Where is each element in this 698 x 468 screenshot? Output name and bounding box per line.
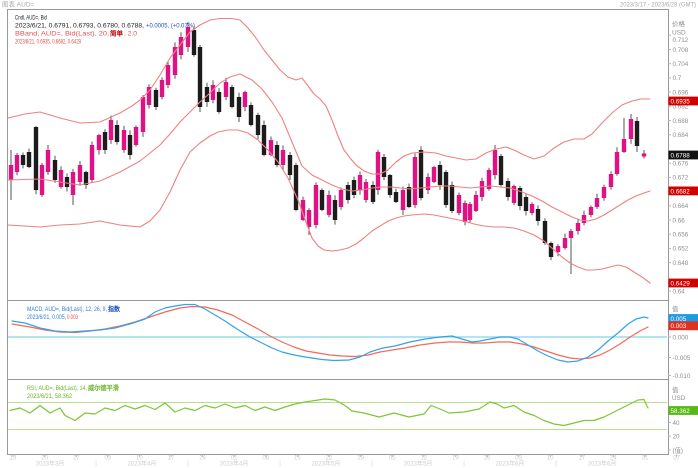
svg-text:08: 08 [262, 456, 269, 462]
svg-text:0.708: 0.708 [673, 47, 689, 54]
svg-text:RSI, AUD=, Bid(Last), 14,: RSI, AUD=, Bid(Last), 14, [27, 385, 87, 392]
svg-text:0.64: 0.64 [673, 288, 686, 295]
svg-text:0.676: 0.676 [673, 161, 689, 168]
svg-text:值: 值 [672, 385, 679, 394]
svg-text:0.003: 0.003 [67, 314, 78, 321]
svg-text:USD: USD [672, 395, 686, 402]
svg-text:-0.010: -0.010 [673, 373, 691, 380]
svg-text:17: 17 [578, 456, 585, 462]
svg-text:|: | [555, 461, 557, 467]
svg-text:(值): (值) [673, 445, 684, 454]
svg-text:2023年6月: 2023年6月 [496, 460, 525, 468]
svg-text:0.672: 0.672 [673, 175, 689, 182]
svg-text:13: 13 [10, 456, 17, 462]
svg-text:20: 20 [673, 434, 681, 441]
svg-text:Cndl, AUD=, Bid: Cndl, AUD=, Bid [15, 15, 47, 22]
svg-text:31: 31 [642, 456, 649, 462]
svg-text:2023年5月: 2023年5月 [404, 460, 433, 468]
svg-text:05: 05 [389, 456, 396, 462]
svg-text:12: 12 [420, 456, 427, 462]
svg-text:0.6682: 0.6682 [671, 188, 691, 195]
svg-text:2023/6/21, 0.005,: 2023/6/21, 0.005, [27, 314, 66, 321]
svg-text:15: 15 [294, 456, 301, 462]
svg-text:2023/3/17 - 2023/6/28 (GMT): 2023/3/17 - 2023/6/28 (GMT) [620, 2, 696, 9]
svg-text:2023年6月: 2023年6月 [588, 460, 617, 468]
svg-text:0.6935: 0.6935 [671, 98, 691, 105]
svg-text:|: | [463, 461, 465, 467]
svg-text:0.7: 0.7 [673, 75, 682, 82]
svg-text:MACD, AUD=, Bid(Last), 12, 26,: MACD, AUD=, Bid(Last), 12, 26, 9, [27, 306, 107, 313]
svg-text:0.66: 0.66 [673, 217, 686, 224]
svg-text:0.712: 0.712 [673, 37, 689, 44]
svg-text:40: 40 [673, 420, 681, 427]
svg-text:0.005: 0.005 [671, 316, 687, 323]
svg-text:2023年4月: 2023年4月 [128, 460, 157, 468]
svg-text:威尔德平滑: 威尔德平滑 [88, 383, 119, 392]
svg-text:0.003: 0.003 [671, 323, 687, 330]
svg-text:2023年4月: 2023年4月 [220, 460, 249, 468]
svg-text:0.6429: 0.6429 [671, 280, 691, 287]
svg-text:0.652: 0.652 [673, 246, 689, 253]
svg-text:07: 07 [673, 456, 680, 462]
svg-text:0.688: 0.688 [673, 118, 689, 125]
svg-text:价格: 价格 [672, 19, 686, 28]
svg-text:2023年5月: 2023年5月 [312, 460, 341, 468]
svg-text:|: | [95, 461, 97, 467]
svg-text:2023/6/21, 58.362: 2023/6/21, 58.362 [27, 393, 72, 400]
svg-text:0.664: 0.664 [673, 203, 689, 210]
svg-text:, 2.0: , 2.0 [124, 31, 137, 38]
svg-text:|: | [371, 461, 373, 467]
svg-text:0.000: 0.000 [673, 334, 689, 341]
svg-text:17: 17 [168, 456, 175, 462]
svg-text:24: 24 [199, 456, 206, 462]
svg-text:简单: 简单 [110, 29, 124, 38]
svg-text:2023/6/21, 0.6935, 0.6682, 0.6: 2023/6/21, 0.6935, 0.6682, 0.6429 [15, 39, 81, 46]
svg-text:10: 10 [547, 456, 554, 462]
svg-text:0.6788: 0.6788 [671, 152, 691, 159]
svg-text:10: 10 [136, 456, 143, 462]
svg-text:|: | [187, 461, 189, 467]
svg-text:值: 值 [672, 304, 679, 313]
svg-text:20: 20 [41, 456, 48, 462]
svg-text:USD: USD [672, 30, 686, 37]
svg-text:图表 AUD=: 图表 AUD= [2, 0, 35, 9]
svg-text:0.696: 0.696 [673, 89, 689, 96]
svg-text:29: 29 [357, 456, 364, 462]
svg-text:19: 19 [452, 456, 459, 462]
svg-text:0.648: 0.648 [673, 260, 689, 267]
svg-text:22: 22 [326, 456, 333, 462]
svg-text:0.692: 0.692 [673, 104, 689, 111]
svg-text:2023/6/21, 0.6791, 0.6793, 0.6: 2023/6/21, 0.6791, 0.6793, 0.6780, 0.678… [15, 23, 144, 30]
svg-text:2023年3月: 2023年3月 [36, 460, 65, 468]
svg-text:03: 03 [104, 456, 111, 462]
svg-text:BBand, AUD=, Bid(Last), 20,: BBand, AUD=, Bid(Last), 20, [15, 31, 109, 38]
svg-text:0.704: 0.704 [673, 61, 689, 68]
svg-text:0.684: 0.684 [673, 132, 689, 139]
svg-text:03: 03 [515, 456, 522, 462]
svg-text:01: 01 [231, 456, 238, 462]
svg-text:24: 24 [610, 456, 617, 462]
svg-text:27: 27 [73, 456, 80, 462]
svg-text:58.362: 58.362 [671, 408, 691, 415]
svg-text:0.656: 0.656 [673, 232, 689, 239]
svg-text:26: 26 [484, 456, 491, 462]
svg-text:指数: 指数 [108, 304, 120, 313]
svg-text:+0.0005, (+0.07%): +0.0005, (+0.07%) [146, 23, 195, 30]
svg-text:-0.005: -0.005 [673, 355, 691, 362]
svg-text:|: | [279, 461, 281, 467]
